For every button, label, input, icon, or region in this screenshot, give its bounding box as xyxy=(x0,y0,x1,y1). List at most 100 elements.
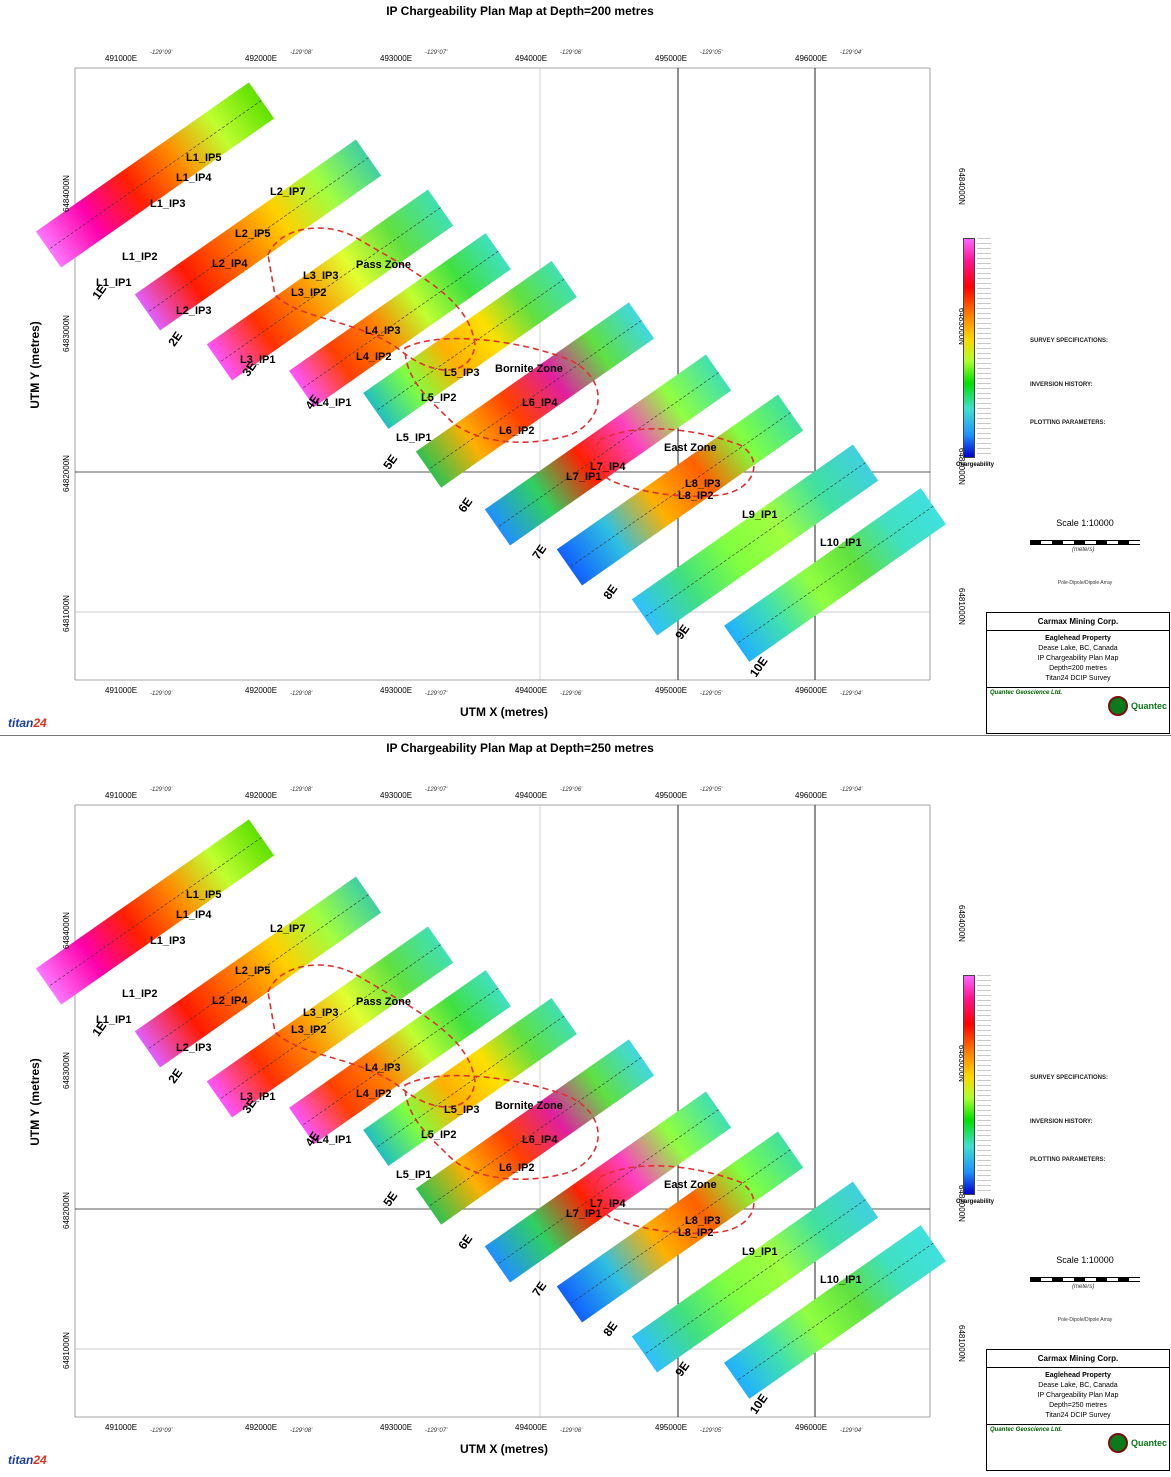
ip-anomaly-label: L9_IP1 xyxy=(742,509,778,521)
x-tick-label: 494000E xyxy=(515,686,548,695)
survey-line xyxy=(375,278,565,412)
scale-label: Scale 1:10000 xyxy=(1056,518,1114,528)
x-tick-label: 493000E xyxy=(380,791,413,800)
x-tick-label: 492000E xyxy=(245,791,278,800)
ip-anomaly-label: L1_IP3 xyxy=(150,935,186,947)
longitude-label: -129°06' xyxy=(560,1428,583,1434)
map-type: IP Chargeability Plan Map xyxy=(1037,655,1119,662)
x-tick-label: 491000E xyxy=(105,1423,138,1432)
survey-name: Titan24 DCIP Survey xyxy=(1045,675,1111,682)
x-tick-label: 495000E xyxy=(655,54,688,63)
ip-anomaly-label: L2_IP7 xyxy=(270,923,306,935)
zone-outline xyxy=(594,428,755,498)
y-tick-label: 6482000N xyxy=(62,1192,71,1229)
y-tick-label: 6481000N xyxy=(62,595,71,632)
scale-label: Scale 1:10000 xyxy=(1056,1255,1114,1265)
x-axis-title: UTM X (metres) xyxy=(460,705,549,719)
longitude-label: -129°05' xyxy=(700,50,723,56)
array-diagram-label: Pole-Dipole/Dipole Array xyxy=(1057,1317,1113,1323)
x-tick-label: 492000E xyxy=(245,54,278,63)
x-tick-label: 492000E xyxy=(245,686,278,695)
ip-anomaly-label: L1_IP2 xyxy=(122,988,158,1000)
ip-anomaly-label: L3_IP3 xyxy=(303,1007,339,1019)
ip-anomaly-label: L1_IP5 xyxy=(186,889,222,901)
location: Dease Lake, BC, Canada xyxy=(1038,1382,1118,1389)
scale-bar xyxy=(1030,1277,1140,1282)
quantec-logo-icon xyxy=(1107,1433,1128,1453)
longitude-label: -129°08' xyxy=(290,1428,313,1434)
longitude-label: -129°04' xyxy=(840,787,863,793)
longitude-label: -129°06' xyxy=(560,787,583,793)
ip-anomaly-label: L4_IP1 xyxy=(316,1134,352,1146)
inversion-history: INVERSION HISTORY: xyxy=(1030,382,1093,388)
zone-outline xyxy=(267,227,476,371)
company-block: Quantec Geoscience Ltd. Quantec xyxy=(987,1425,1169,1465)
longitude-label: -129°09' xyxy=(150,1428,173,1434)
map-panel: IP Chargeability Plan Map at Depth=250 m… xyxy=(0,737,1171,1472)
zone-label: Bornite Zone xyxy=(495,1100,563,1112)
longitude-label: -129°06' xyxy=(560,691,583,697)
x-tick-label: 493000E xyxy=(380,1423,413,1432)
ip-anomaly-label: L10_IP1 xyxy=(820,1274,862,1286)
longitude-label: -129°08' xyxy=(290,787,313,793)
ip-anomaly-label: L1_IP1 xyxy=(96,277,132,289)
survey-line xyxy=(736,1242,934,1382)
zone-label: Pass Zone xyxy=(356,996,412,1008)
longitude-label: -129°07' xyxy=(425,1428,448,1434)
colorbar-title: Chargeability xyxy=(956,462,995,468)
map-title: IP Chargeability Plan Map at Depth=250 m… xyxy=(386,741,654,755)
quantec-logo-text: Quantec xyxy=(1130,1438,1167,1448)
chargeability-strip xyxy=(724,1225,946,1399)
ip-anomaly-label: L4_IP2 xyxy=(356,351,392,363)
client-name: Carmax Mining Corp. xyxy=(987,613,1169,631)
ip-anomaly-label: L2_IP5 xyxy=(235,228,271,240)
longitude-label: -129°09' xyxy=(150,787,173,793)
x-tick-label: 495000E xyxy=(655,686,688,695)
x-tick-label: 491000E xyxy=(105,686,138,695)
x-tick-label: 493000E xyxy=(380,54,413,63)
survey-line xyxy=(375,1015,565,1149)
y-tick-label: 6482000N xyxy=(62,455,71,492)
ip-anomaly-label: L5_IP1 xyxy=(396,1169,432,1181)
y-tick-label: 6481000N xyxy=(62,1332,71,1369)
map-panel: IP Chargeability Plan Map at Depth=200 m… xyxy=(0,0,1171,736)
ip-anomaly-label: L10_IP1 xyxy=(820,537,862,549)
scale-units: (meters) xyxy=(1072,1284,1095,1290)
zone-label: East Zone xyxy=(664,1179,717,1191)
ip-anomaly-label: L4_IP2 xyxy=(356,1088,392,1100)
y-axis-title: UTM Y (metres) xyxy=(28,321,42,409)
x-axis-title: UTM X (metres) xyxy=(460,1442,549,1456)
survey-line xyxy=(428,320,642,470)
map-type: IP Chargeability Plan Map xyxy=(1037,1392,1119,1399)
ip-anomaly-label: L6_IP2 xyxy=(499,425,535,437)
colorbar-ticks xyxy=(977,238,991,456)
longitude-label: -129°04' xyxy=(840,50,863,56)
survey-specifications: SURVEY SPECIFICATIONS: xyxy=(1030,1075,1109,1081)
y-tick-label: 6481000N xyxy=(957,1325,966,1362)
quantec-logo: Quantec xyxy=(1107,1433,1167,1453)
property-name: Eaglehead Property xyxy=(1045,1372,1111,1379)
colorbar xyxy=(963,238,975,458)
x-tick-label: 493000E xyxy=(380,686,413,695)
map-canvas xyxy=(35,804,946,1418)
scale-bar xyxy=(1030,540,1140,545)
company-name: Quantec Geoscience Ltd. xyxy=(990,690,1063,696)
x-tick-label: 496000E xyxy=(795,791,828,800)
ip-anomaly-label: L3_IP3 xyxy=(303,270,339,282)
ip-anomaly-label: L1_IP2 xyxy=(122,251,158,263)
depth-text: Depth=250 metres xyxy=(1049,1402,1107,1409)
x-tick-label: 494000E xyxy=(515,1423,548,1432)
ip-anomaly-label: L3_IP1 xyxy=(240,1091,276,1103)
zone-outline xyxy=(267,964,476,1108)
ip-anomaly-label: L1_IP5 xyxy=(186,152,222,164)
zone-label: Bornite Zone xyxy=(495,363,563,375)
ip-anomaly-label: L2_IP7 xyxy=(270,186,306,198)
inversion-history: INVERSION HISTORY: xyxy=(1030,1119,1093,1125)
longitude-label: -129°04' xyxy=(840,1428,863,1434)
company-block: Quantec Geoscience Ltd. Quantec xyxy=(987,688,1169,728)
ip-anomaly-label: L3_IP1 xyxy=(240,354,276,366)
ip-anomaly-label: L8_IP2 xyxy=(678,490,714,502)
longitude-label: -129°07' xyxy=(425,50,448,56)
quantec-logo: Quantec xyxy=(1107,696,1167,716)
y-tick-label: 6484000N xyxy=(62,175,71,212)
